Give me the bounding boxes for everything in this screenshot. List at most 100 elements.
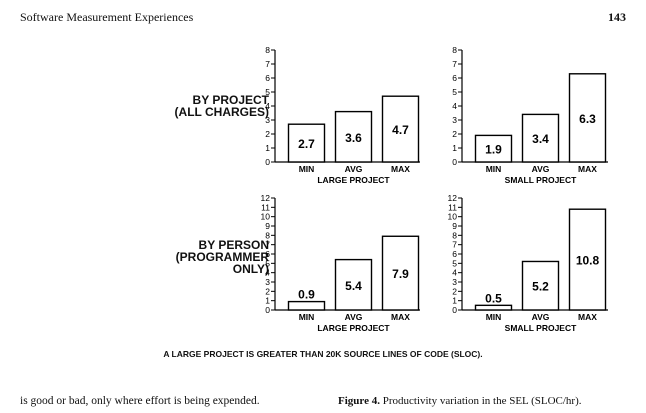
- chart-title: LARGE PROJECT: [317, 175, 390, 185]
- data-label: 2.7: [298, 137, 315, 151]
- y-tick-label: 3: [452, 277, 457, 287]
- y-tick-label: 8: [452, 230, 457, 240]
- row-label-by-project-line-2: (ALL CHARGES): [174, 105, 269, 119]
- y-tick-label: 8: [265, 45, 270, 55]
- y-tick-label: 1: [265, 296, 270, 306]
- row-label-by-person-line-1: BY PERSON: [198, 238, 269, 252]
- y-tick-label: 11: [261, 202, 270, 212]
- row-label-by-person-line-2: (PROGRAMMER: [175, 250, 269, 264]
- bar-min: [474, 134, 513, 163]
- y-tick-label: 0: [265, 305, 270, 315]
- y-tick-label: 6: [265, 73, 270, 83]
- category-label-avg: AVG: [532, 164, 550, 174]
- y-tick-label: 2: [265, 129, 270, 139]
- y-tick-label: 11: [448, 202, 457, 212]
- y-tick-label: 0: [452, 305, 457, 315]
- row-label-by-person-line-3: ONLY): [232, 262, 269, 276]
- y-tick-label: 7: [452, 59, 457, 69]
- data-label: 1.9: [485, 143, 502, 157]
- category-label-max: MAX: [391, 164, 410, 174]
- y-tick-label: 1: [452, 143, 457, 153]
- y-tick-label: 6: [265, 249, 270, 259]
- y-tick-label: 12: [261, 193, 271, 203]
- category-label-max: MAX: [578, 312, 597, 322]
- chart-title: SMALL PROJECT: [505, 323, 577, 333]
- bar-avg: [521, 260, 560, 311]
- bar-avg: [334, 258, 373, 311]
- row-label-by-project-line-1: BY PROJECT: [192, 93, 269, 107]
- y-tick-label: 9: [452, 221, 457, 231]
- figure-caption-label: Figure 4.: [338, 395, 380, 407]
- figure-note: A LARGE PROJECT IS GREATER THAN 20K SOUR…: [163, 349, 483, 359]
- data-label: 6.3: [579, 112, 596, 126]
- bar-max: [381, 95, 420, 163]
- y-tick-label: 8: [452, 45, 457, 55]
- category-label-avg: AVG: [532, 312, 550, 322]
- chart-title: SMALL PROJECT: [505, 175, 577, 185]
- data-label: 0.5: [485, 291, 502, 305]
- chart-panel-3: 01234567891011120.9MIN5.4AVG7.9MAXLARGE …: [261, 193, 420, 333]
- bar-min: [287, 300, 326, 311]
- y-tick-label: 4: [452, 101, 457, 111]
- figure-caption-text: Productivity variation in the SEL (SLOC/…: [382, 395, 582, 407]
- y-tick-label: 4: [265, 268, 270, 278]
- y-tick-label: 4: [265, 101, 270, 111]
- y-tick-label: 0: [265, 157, 270, 167]
- y-tick-label: 5: [265, 87, 270, 97]
- bar-max: [568, 73, 607, 163]
- bar-min: [474, 304, 513, 311]
- y-tick-label: 6: [452, 249, 457, 259]
- y-tick-label: 0: [452, 157, 457, 167]
- y-tick-label: 8: [265, 230, 270, 240]
- y-tick-label: 4: [452, 268, 457, 278]
- y-tick-label: 1: [265, 143, 270, 153]
- data-label: 4.7: [392, 123, 409, 137]
- data-label: 5.2: [532, 280, 549, 294]
- category-label-max: MAX: [391, 312, 410, 322]
- category-label-min: MIN: [486, 312, 502, 322]
- y-tick-label: 7: [265, 59, 270, 69]
- y-tick-label: 1: [452, 296, 457, 306]
- bar-max: [568, 208, 607, 311]
- category-label-max: MAX: [578, 164, 597, 174]
- y-tick-label: 3: [265, 277, 270, 287]
- y-tick-label: 10: [448, 212, 458, 222]
- y-tick-label: 3: [265, 115, 270, 125]
- body-text-line: is good or bad, only where effort is bei…: [20, 395, 260, 407]
- bar-avg: [521, 113, 560, 163]
- y-tick-label: 9: [265, 221, 270, 231]
- y-tick-label: 10: [261, 212, 271, 222]
- chart-panel-4: 01234567891011120.5MIN5.2AVG10.8MAXSMALL…: [448, 193, 608, 333]
- y-tick-label: 2: [265, 286, 270, 296]
- data-label: 3.4: [532, 132, 549, 146]
- y-tick-label: 2: [452, 286, 457, 296]
- category-label-avg: AVG: [345, 164, 363, 174]
- y-tick-label: 7: [265, 240, 270, 250]
- y-tick-label: 5: [265, 258, 270, 268]
- bar-max: [381, 235, 420, 311]
- page-number: 143: [608, 10, 626, 24]
- data-label: 0.9: [298, 288, 315, 302]
- category-label-min: MIN: [486, 164, 502, 174]
- bar-min: [287, 123, 326, 163]
- data-label: 5.4: [345, 279, 362, 293]
- bar-avg: [334, 110, 373, 163]
- y-tick-label: 6: [452, 73, 457, 83]
- category-label-avg: AVG: [345, 312, 363, 322]
- figure-caption: Figure 4. Productivity variation in the …: [338, 395, 582, 407]
- data-label: 3.6: [345, 131, 362, 145]
- y-tick-label: 7: [452, 240, 457, 250]
- running-header-title: Software Measurement Experiences: [20, 10, 194, 24]
- data-label: 7.9: [392, 267, 409, 281]
- y-tick-label: 12: [448, 193, 458, 203]
- y-tick-label: 2: [452, 129, 457, 139]
- chart-title: LARGE PROJECT: [317, 323, 390, 333]
- data-label: 10.8: [576, 254, 600, 268]
- y-tick-label: 5: [452, 258, 457, 268]
- y-tick-label: 5: [452, 87, 457, 97]
- category-label-min: MIN: [299, 312, 315, 322]
- y-tick-label: 3: [452, 115, 457, 125]
